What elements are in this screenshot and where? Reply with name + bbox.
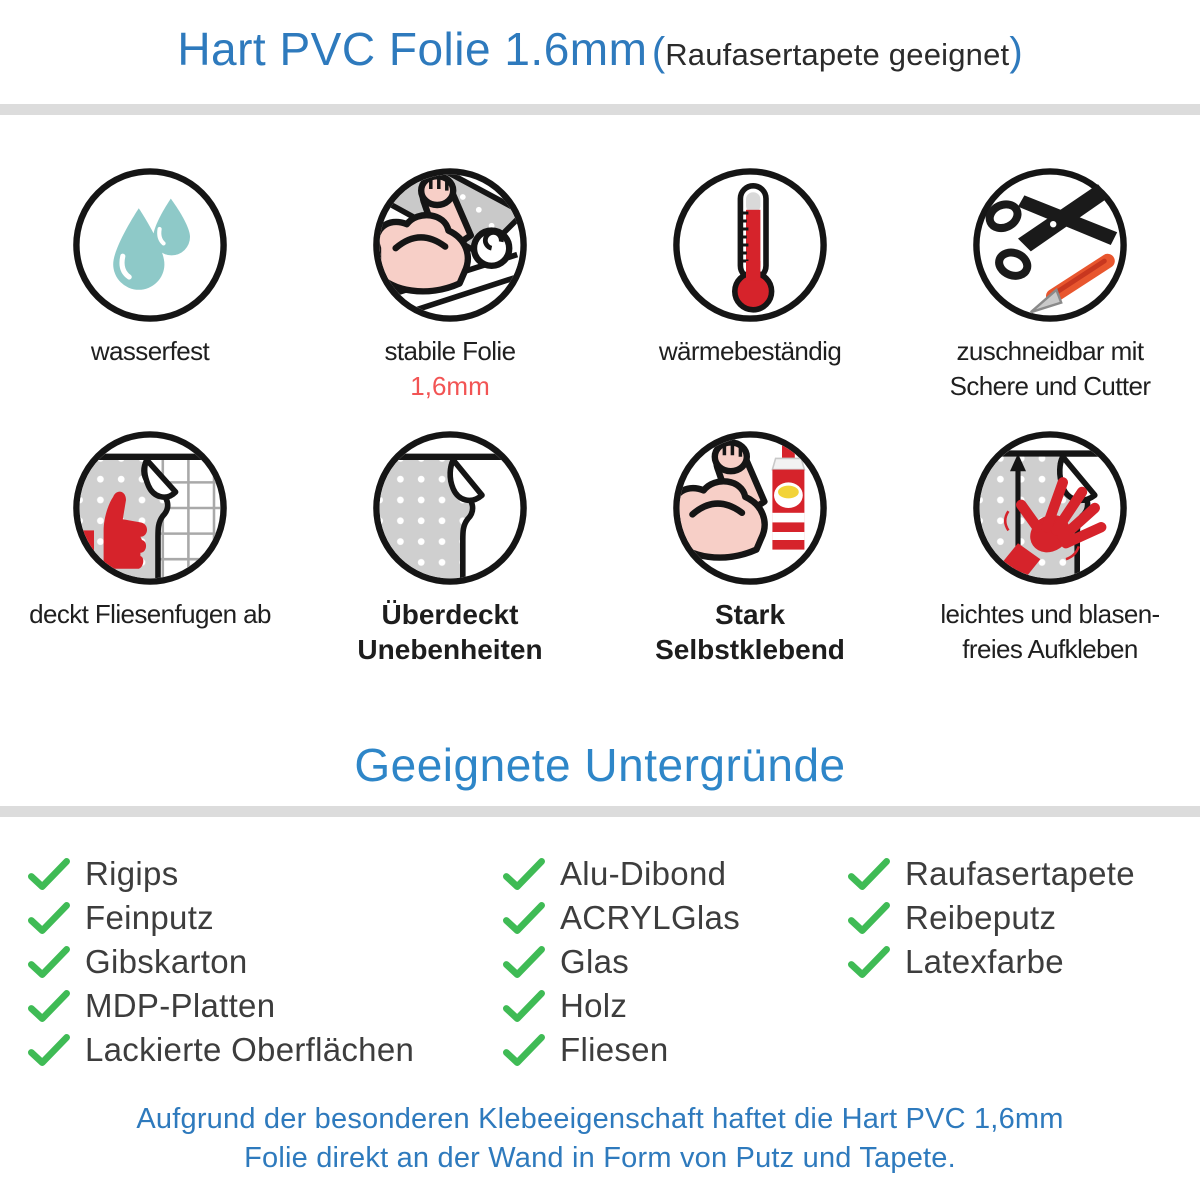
- surface-label: Lackierte Oberflächen: [85, 1031, 415, 1068]
- feature-cuttable: zuschneidbar mit Schere und Cutter: [900, 165, 1200, 404]
- muscle-glue-tube-icon: [673, 431, 827, 585]
- title-paren-text: Raufasertapete geeignet: [665, 37, 1010, 72]
- feature-caption: Stark: [714, 599, 786, 630]
- list-item: Glas: [503, 940, 848, 984]
- thumbs-up-tiles-icon: [73, 431, 227, 585]
- scissors-cutter-icon: [973, 168, 1127, 322]
- feature-caption: deckt Fliesenfugen ab: [29, 599, 271, 629]
- list-item: ACRYLGlas: [503, 896, 848, 940]
- check-icon: [503, 990, 545, 1022]
- list-item: Gibskarton: [28, 940, 503, 984]
- check-icon: [848, 946, 890, 978]
- check-icon: [503, 902, 545, 934]
- feature-covers-tile-joints: deckt Fliesenfugen ab: [0, 428, 300, 667]
- feature-waterproof: wasserfest: [0, 165, 300, 404]
- title-main: Hart PVC Folie 1.6mm: [177, 23, 648, 75]
- feature-caption-line2: freies Aufkleben: [962, 634, 1138, 664]
- list-item: Feinputz: [28, 896, 503, 940]
- check-icon: [503, 858, 545, 890]
- check-icon: [28, 902, 70, 934]
- feature-caption: zuschneidbar mit: [956, 336, 1145, 366]
- feature-grid: wasserfest: [0, 165, 1200, 667]
- surface-label: Gibskarton: [85, 943, 248, 980]
- surface-label: Rigips: [85, 855, 179, 892]
- surface-label: Glas: [560, 943, 630, 980]
- feature-caption-line2: Selbstklebend: [655, 634, 845, 665]
- feature-caption-thickness: 1,6mm: [410, 371, 490, 401]
- footer-line-2: Folie direkt an der Wand in Form von Put…: [244, 1142, 956, 1174]
- feature-caption: stabile Folie: [384, 336, 517, 366]
- dotted-foil-icon: [373, 431, 527, 585]
- list-item: Latexfarbe: [848, 940, 1173, 984]
- surface-label: Fliesen: [560, 1031, 669, 1068]
- surface-label: Reibeputz: [905, 899, 1057, 936]
- feature-caption: leichtes und blasen-: [940, 599, 1160, 629]
- surfaces-column-2: Alu-Dibond ACRYLGlas Glas Holz Fliesen: [503, 852, 848, 1072]
- list-item: Holz: [503, 984, 848, 1028]
- surfaces-heading: Geeignete Untergründe: [354, 739, 846, 791]
- feature-caption-line2: Schere und Cutter: [949, 371, 1151, 401]
- check-icon: [848, 902, 890, 934]
- check-icon: [848, 858, 890, 890]
- footer-note: Aufgrund der besonderen Klebeeigenschaft…: [0, 1100, 1200, 1178]
- list-item: Lackierte Oberflächen: [28, 1028, 503, 1072]
- check-icon: [28, 1034, 70, 1066]
- list-item: Raufasertapete: [848, 852, 1173, 896]
- list-item: Rigips: [28, 852, 503, 896]
- footer-line-1: Aufgrund der besonderen Klebeeigenschaft…: [136, 1103, 1064, 1135]
- check-icon: [28, 990, 70, 1022]
- feature-caption: Überdeckt: [381, 599, 519, 630]
- surface-label: ACRYLGlas: [560, 899, 740, 936]
- hand-press-foil-icon: [973, 431, 1127, 585]
- surfaces-checklist: Rigips Feinputz Gibskarton MDP-Platten L…: [28, 852, 1176, 1072]
- check-icon: [28, 858, 70, 890]
- feature-heat-resistant: wärmebeständig: [600, 165, 900, 404]
- surface-label: MDP-Platten: [85, 987, 276, 1024]
- divider-top: [0, 104, 1200, 115]
- title-paren-close: ): [1009, 30, 1023, 74]
- list-item: MDP-Platten: [28, 984, 503, 1028]
- check-icon: [503, 1034, 545, 1066]
- page-title: Hart PVC Folie 1.6mm (Raufasertapete gee…: [0, 22, 1200, 76]
- thermometer-icon: [673, 168, 827, 322]
- feature-bubble-free: leichtes und blasen- freies Aufkleben: [900, 428, 1200, 667]
- surface-label: Raufasertapete: [905, 855, 1135, 892]
- feature-caption: wasserfest: [90, 336, 210, 366]
- feature-self-adhesive: Stark Selbstklebend: [600, 428, 900, 667]
- surface-label: Holz: [560, 987, 628, 1024]
- surfaces-column-1: Rigips Feinputz Gibskarton MDP-Platten L…: [28, 852, 503, 1072]
- surface-label: Latexfarbe: [905, 943, 1064, 980]
- water-drops-icon: [73, 168, 227, 322]
- divider-mid: [0, 806, 1200, 817]
- check-icon: [503, 946, 545, 978]
- muscle-foil-roll-icon: [373, 168, 527, 322]
- feature-caption: wärmebeständig: [658, 336, 842, 366]
- check-icon: [28, 946, 70, 978]
- feature-caption-line2: Unebenheiten: [357, 634, 543, 665]
- surfaces-column-3: Raufasertapete Reibeputz Latexfarbe: [848, 852, 1173, 984]
- list-item: Alu-Dibond: [503, 852, 848, 896]
- title-paren-open: (: [651, 30, 666, 74]
- feature-covers-unevenness: Überdeckt Unebenheiten: [300, 428, 600, 667]
- list-item: Fliesen: [503, 1028, 848, 1072]
- surface-label: Feinputz: [85, 899, 214, 936]
- list-item: Reibeputz: [848, 896, 1173, 940]
- feature-stable-foil: stabile Folie 1,6mm: [300, 165, 600, 404]
- surface-label: Alu-Dibond: [560, 855, 727, 892]
